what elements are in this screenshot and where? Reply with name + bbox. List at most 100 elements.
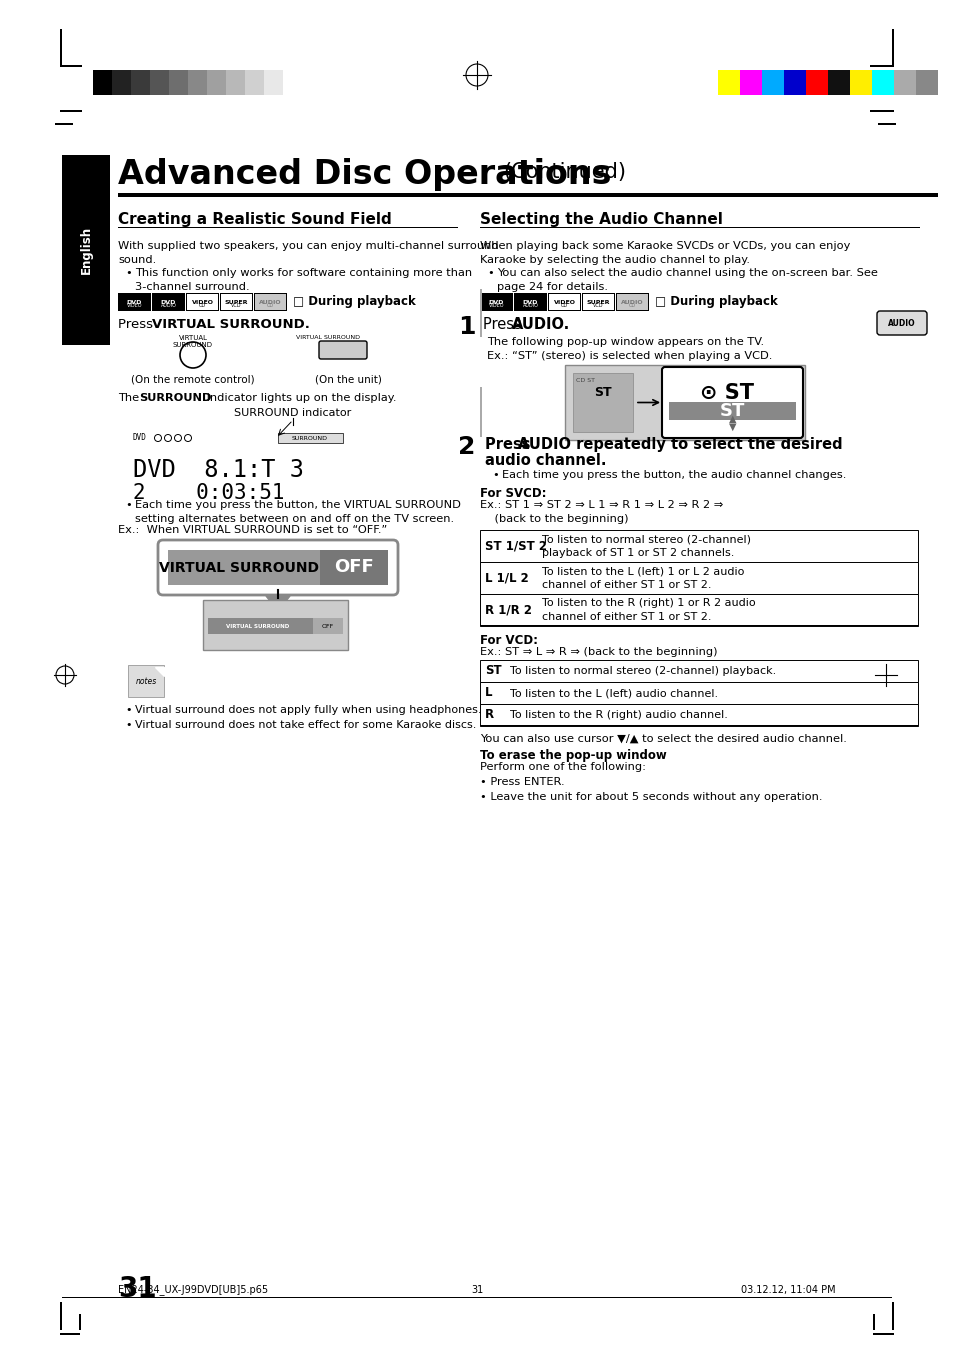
Bar — [283, 70, 302, 95]
Text: VCD: VCD — [231, 303, 241, 308]
Bar — [617, 294, 647, 310]
Text: AUDIO: AUDIO — [522, 303, 537, 308]
Bar — [869, 65, 893, 68]
Text: Ex.:  When VIRTUAL SURROUND is set to “OFF.”: Ex.: When VIRTUAL SURROUND is set to “OF… — [118, 525, 387, 534]
Text: DVD: DVD — [132, 433, 147, 442]
FancyBboxPatch shape — [876, 311, 926, 336]
Text: VIRTUAL
SURROUND: VIRTUAL SURROUND — [172, 336, 213, 348]
Text: Press: Press — [118, 318, 157, 331]
Bar — [872, 1333, 893, 1335]
Text: Press: Press — [482, 317, 526, 331]
Text: Ex.: ST 1 ⇒ ST 2 ⇒ L 1 ⇒ R 1 ⇒ L 2 ⇒ R 2 ⇒
    (back to the beginning): Ex.: ST 1 ⇒ ST 2 ⇒ L 1 ⇒ R 1 ⇒ L 2 ⇒ R 2… — [479, 501, 722, 524]
Bar — [891, 28, 893, 68]
Bar — [616, 294, 648, 311]
Bar — [60, 110, 82, 112]
Bar — [479, 561, 917, 594]
Text: ST: ST — [594, 387, 611, 399]
Text: 03.12.12, 11:04 PM: 03.12.12, 11:04 PM — [740, 1285, 835, 1295]
Text: VIRTUAL SURROUND: VIRTUAL SURROUND — [226, 624, 290, 629]
Text: OFF: OFF — [334, 559, 374, 576]
Text: You can also select the audio channel using the on-screen bar. See
page 24 for d: You can also select the audio channel us… — [497, 268, 877, 292]
Bar — [479, 530, 917, 561]
Text: VIDEO: VIDEO — [553, 299, 575, 304]
Text: DVD: DVD — [127, 299, 142, 304]
FancyBboxPatch shape — [158, 540, 397, 595]
Bar — [188, 70, 207, 95]
Text: To listen to the L (left) 1 or L 2 audio
channel of either ST 1 or ST 2.: To listen to the L (left) 1 or L 2 audio… — [541, 567, 743, 590]
Bar — [187, 294, 218, 310]
Bar — [118, 193, 937, 198]
Bar — [60, 1302, 62, 1330]
Bar — [168, 551, 388, 584]
Text: AUDIO.: AUDIO. — [512, 317, 570, 331]
Bar — [548, 294, 579, 310]
Text: □ During playback: □ During playback — [293, 295, 416, 308]
Text: VIDEO: VIDEO — [127, 303, 142, 308]
Bar — [479, 226, 919, 229]
Text: AUDIO: AUDIO — [620, 299, 643, 304]
Text: To erase the pop-up window: To erase the pop-up window — [479, 750, 666, 762]
Text: •: • — [492, 469, 498, 480]
Bar — [62, 156, 110, 345]
Bar — [668, 402, 795, 419]
Bar — [277, 433, 343, 442]
Text: For SVCD:: For SVCD: — [479, 487, 546, 501]
Text: To listen to the L (left) audio channel.: To listen to the L (left) audio channel. — [510, 687, 718, 698]
Text: Creating a Realistic Sound Field: Creating a Realistic Sound Field — [118, 212, 392, 227]
Bar — [128, 428, 408, 492]
Text: CD: CD — [199, 303, 206, 308]
Bar — [849, 70, 871, 95]
Bar — [79, 1314, 81, 1330]
Bar — [207, 70, 226, 95]
Bar — [479, 290, 481, 337]
Bar — [60, 65, 82, 68]
Text: To listen to the R (right) audio channel.: To listen to the R (right) audio channel… — [510, 710, 727, 720]
Text: SUPER: SUPER — [225, 299, 248, 304]
Text: OFF: OFF — [321, 624, 334, 629]
Bar — [254, 294, 286, 310]
Circle shape — [180, 342, 206, 368]
Text: □ During playback: □ During playback — [655, 295, 777, 308]
Bar — [479, 387, 481, 437]
Text: AUDIO: AUDIO — [887, 318, 915, 327]
Text: The: The — [118, 392, 143, 403]
Text: 2    0:03:51: 2 0:03:51 — [132, 483, 284, 503]
Bar — [245, 70, 264, 95]
Text: 2: 2 — [457, 436, 475, 459]
Bar — [128, 666, 164, 697]
Text: DVD: DVD — [522, 299, 537, 304]
Text: When playing back some Karaoke SVCDs or VCDs, you can enjoy
Karaoke by selecting: When playing back some Karaoke SVCDs or … — [479, 241, 849, 265]
Text: indicator lights up on the display.: indicator lights up on the display. — [203, 392, 396, 403]
Bar — [60, 28, 62, 68]
Text: VCD: VCD — [593, 303, 603, 308]
Text: L 1/L 2: L 1/L 2 — [484, 571, 528, 584]
Text: ⊙ ST: ⊙ ST — [700, 383, 754, 403]
Text: (On the remote control): (On the remote control) — [132, 375, 254, 386]
Bar — [131, 70, 150, 95]
Bar — [761, 70, 783, 95]
Text: DVD  8.1:T 3: DVD 8.1:T 3 — [132, 459, 304, 482]
Text: Virtual surround does not take effect for some Karaoke discs.: Virtual surround does not take effect fo… — [135, 720, 476, 731]
Text: EN24-34_UX-J99DVD[UB]5.p65: EN24-34_UX-J99DVD[UB]5.p65 — [118, 1284, 268, 1295]
Bar — [479, 594, 917, 626]
Bar — [319, 551, 388, 584]
Text: R 1/R 2: R 1/R 2 — [484, 603, 532, 617]
Bar — [581, 294, 615, 311]
Text: •: • — [125, 501, 132, 510]
Bar — [112, 70, 131, 95]
Text: For VCD:: For VCD: — [479, 635, 537, 647]
Text: VIRTUAL SURROUND: VIRTUAL SURROUND — [295, 336, 359, 340]
Text: Each time you press the button, the audio channel changes.: Each time you press the button, the audi… — [501, 469, 845, 480]
Text: Ex.: ST ⇒ L ⇒ R ⇒ (back to the beginning): Ex.: ST ⇒ L ⇒ R ⇒ (back to the beginning… — [479, 647, 717, 658]
Text: The following pop-up window appears on the TV.
Ex.: “ST” (stereo) is selected wh: The following pop-up window appears on t… — [486, 337, 772, 361]
Text: ST: ST — [484, 664, 501, 678]
Text: DVD: DVD — [161, 299, 176, 304]
Bar — [479, 704, 917, 727]
Text: VIRTUAL SURROUND.: VIRTUAL SURROUND. — [152, 318, 310, 331]
Bar — [186, 294, 219, 311]
Bar — [92, 70, 112, 95]
Bar — [869, 110, 893, 112]
Bar — [582, 294, 614, 310]
Bar — [573, 373, 633, 432]
Bar — [118, 226, 457, 229]
